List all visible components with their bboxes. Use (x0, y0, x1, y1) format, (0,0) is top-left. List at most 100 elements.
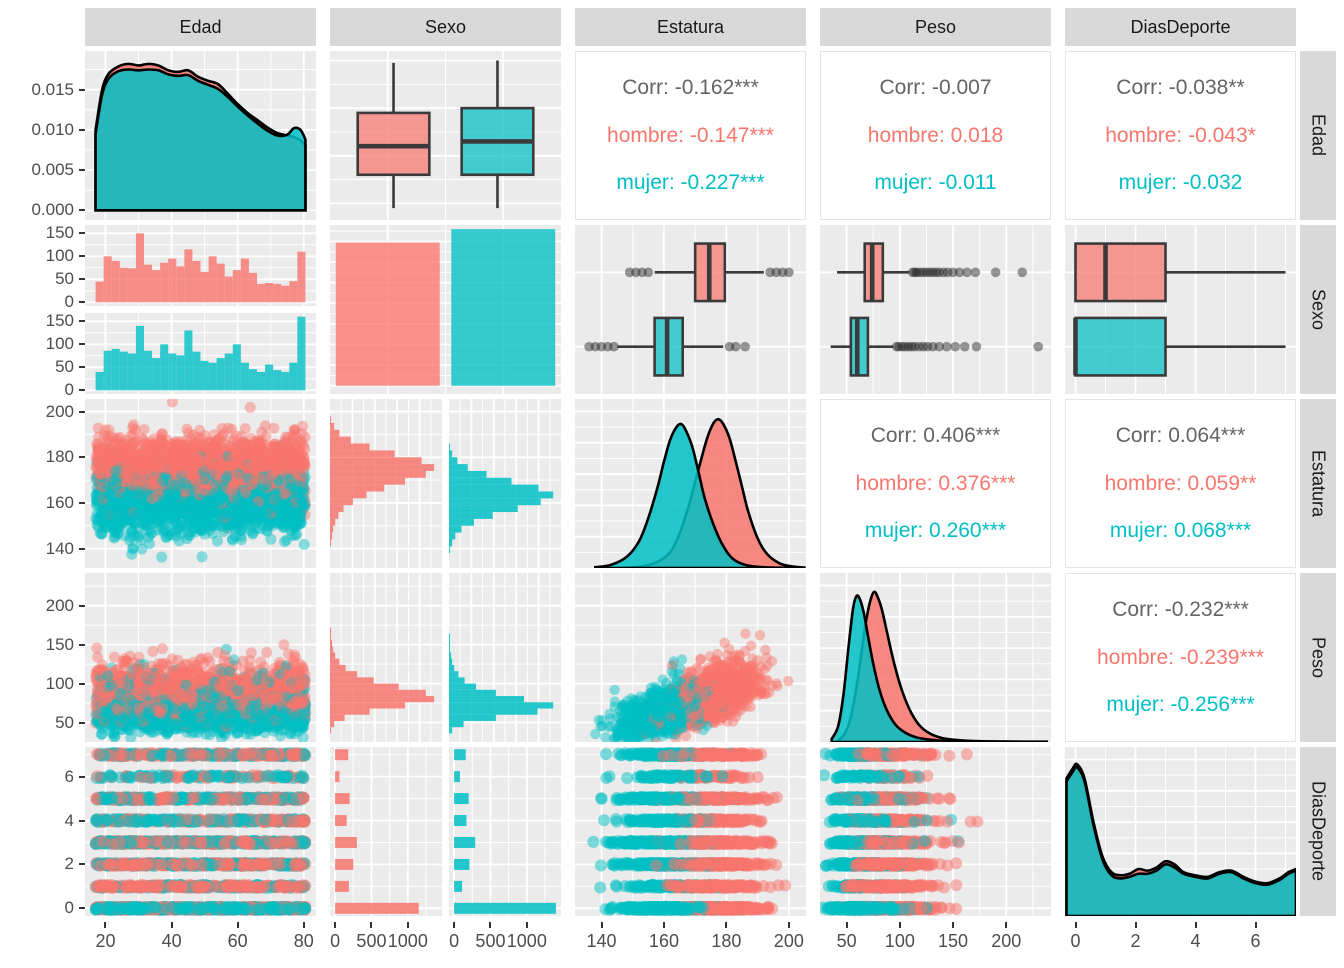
corr-mujer-label: mujer: -0.227*** (616, 171, 765, 195)
axis-tick-label: 0 (64, 898, 74, 918)
panel-peso-by-sexo-boxplot (820, 225, 1051, 394)
axis-tick (79, 643, 85, 646)
strip-right-estatura: Estatura (1300, 399, 1336, 568)
axis-tick-label: 500 (475, 931, 506, 951)
axis-tick (79, 255, 85, 258)
axis-tick (79, 721, 85, 724)
axis-tick (79, 209, 85, 212)
y-axis-diasdeporte: 0 2 4 6 (0, 747, 85, 918)
axis-tick (334, 922, 337, 928)
corr-estatura-diasdeporte: Corr: 0.064*** hombre: 0.059** mujer: 0.… (1065, 399, 1296, 568)
axis-tick (79, 819, 85, 822)
panel-edad-hist-by-sexo (85, 225, 316, 394)
axis-tick-label: 6 (1250, 931, 1261, 951)
axis-tick-label: 50 (55, 712, 74, 732)
strip-top-peso-label: Peso (914, 16, 957, 37)
strip-right-peso-label: Peso (1308, 636, 1329, 679)
strip-right-estatura-label: Estatura (1308, 449, 1329, 518)
strip-top-diasdeporte: DiasDeporte (1065, 8, 1296, 46)
strip-top-estatura: Estatura (575, 8, 806, 46)
corr-overall-label: Corr: -0.038** (1116, 75, 1245, 99)
x-axis-diasdeporte: 0 2 4 6 (1065, 922, 1296, 956)
axis-tick-label: 180 (45, 447, 74, 467)
panel-peso-hist-by-sexo (330, 573, 561, 742)
panel-diasdeporte-vs-estatura-strip (575, 747, 806, 916)
axis-tick-label: 160 (45, 492, 74, 512)
axis-tick (79, 320, 85, 323)
corr-overall-label: Corr: 0.064*** (1115, 423, 1246, 447)
corr-hombre-label: hombre: 0.059** (1104, 471, 1257, 495)
axis-tick (79, 232, 85, 235)
corr-estatura-peso: Corr: 0.406*** hombre: 0.376*** mujer: 0… (820, 399, 1051, 568)
axis-tick (79, 547, 85, 550)
axis-tick (525, 922, 528, 928)
corr-mujer-label: mujer: 0.068*** (1109, 519, 1252, 543)
axis-tick (725, 922, 728, 928)
axis-tick (79, 169, 85, 172)
panel-peso-vs-estatura-scatter (575, 573, 806, 742)
strip-right-edad-label: Edad (1308, 114, 1329, 157)
corr-hombre-label: hombre: -0.147*** (607, 123, 774, 147)
x-axis-estatura: 140 160 180 200 (575, 922, 806, 956)
axis-tick (79, 343, 85, 346)
axis-tick (370, 922, 373, 928)
strip-right-diasdeporte-label: DiasDeporte (1308, 781, 1329, 882)
axis-tick (600, 922, 603, 928)
axis-tick-label: 0 (449, 931, 460, 951)
panel-estatura-by-sexo-boxplot (575, 225, 806, 394)
axis-tick-label: 500 (356, 931, 387, 951)
panel-edad-by-sexo-boxplot (330, 51, 561, 220)
axis-tick (79, 278, 85, 281)
panel-diasdeporte-by-sexo-boxplot (1065, 225, 1296, 394)
axis-tick (79, 775, 85, 778)
panel-estatura-density (575, 399, 806, 568)
corr-overall-label: Corr: -0.007 (879, 75, 992, 99)
axis-tick-label: 4 (64, 810, 74, 830)
strip-right-sexo-label: Sexo (1308, 288, 1329, 331)
axis-tick-label: 100 (45, 673, 74, 693)
axis-tick-label: 0.000 (31, 200, 74, 220)
corr-edad-diasdeporte: Corr: -0.038** hombre: -0.043* mujer: -0… (1065, 51, 1296, 220)
axis-tick-label: 60 (227, 931, 248, 951)
axis-tick (1005, 922, 1008, 928)
panel-edad-density (85, 51, 316, 220)
corr-hombre-label: hombre: 0.018 (867, 123, 1004, 147)
axis-tick-label: 20 (95, 931, 116, 951)
corr-overall-label: Corr: 0.406*** (870, 423, 1001, 447)
axis-tick-label: 50 (55, 269, 74, 289)
panel-estatura-hist-by-sexo (330, 399, 561, 568)
axis-tick (1134, 922, 1137, 928)
y-axis-estatura: 140 160 180 200 (0, 399, 85, 568)
axis-tick-label: 140 (45, 538, 74, 558)
axis-tick (79, 501, 85, 504)
axis-tick (302, 922, 305, 928)
corr-mujer-label: mujer: -0.032 (1118, 171, 1243, 195)
axis-tick-label: 160 (648, 931, 679, 951)
axis-tick-label: 80 (293, 931, 314, 951)
axis-tick-label: 50 (55, 357, 74, 377)
axis-tick (898, 922, 901, 928)
axis-tick-label: 150 (45, 311, 74, 331)
axis-tick (1254, 922, 1257, 928)
axis-tick-label: 0 (64, 380, 74, 400)
axis-tick-label: 2 (1130, 931, 1141, 951)
panel-diasdeporte-vs-edad-strip (85, 747, 316, 916)
strip-top-sexo: Sexo (330, 8, 561, 46)
y-axis-sexo-counts: 0 50 100 150 0 50 100 150 (0, 223, 85, 399)
strip-top-estatura-label: Estatura (656, 16, 725, 37)
axis-tick-label: 50 (836, 931, 857, 951)
strip-top-edad-label: Edad (179, 16, 222, 37)
axis-tick-label: 6 (64, 766, 74, 786)
axis-tick-label: 0.005 (31, 160, 74, 180)
axis-tick (79, 682, 85, 685)
axis-tick (1194, 922, 1197, 928)
axis-tick (79, 456, 85, 459)
panel-diasdeporte-density (1065, 747, 1296, 916)
strip-top-peso: Peso (820, 8, 1051, 46)
corr-hombre-label: hombre: -0.239*** (1097, 645, 1264, 669)
axis-tick (406, 922, 409, 928)
corr-mujer-label: mujer: 0.260*** (864, 519, 1007, 543)
corr-hombre-label: hombre: 0.376*** (855, 471, 1016, 495)
axis-tick (79, 410, 85, 413)
axis-tick-label: 1000 (387, 931, 428, 951)
